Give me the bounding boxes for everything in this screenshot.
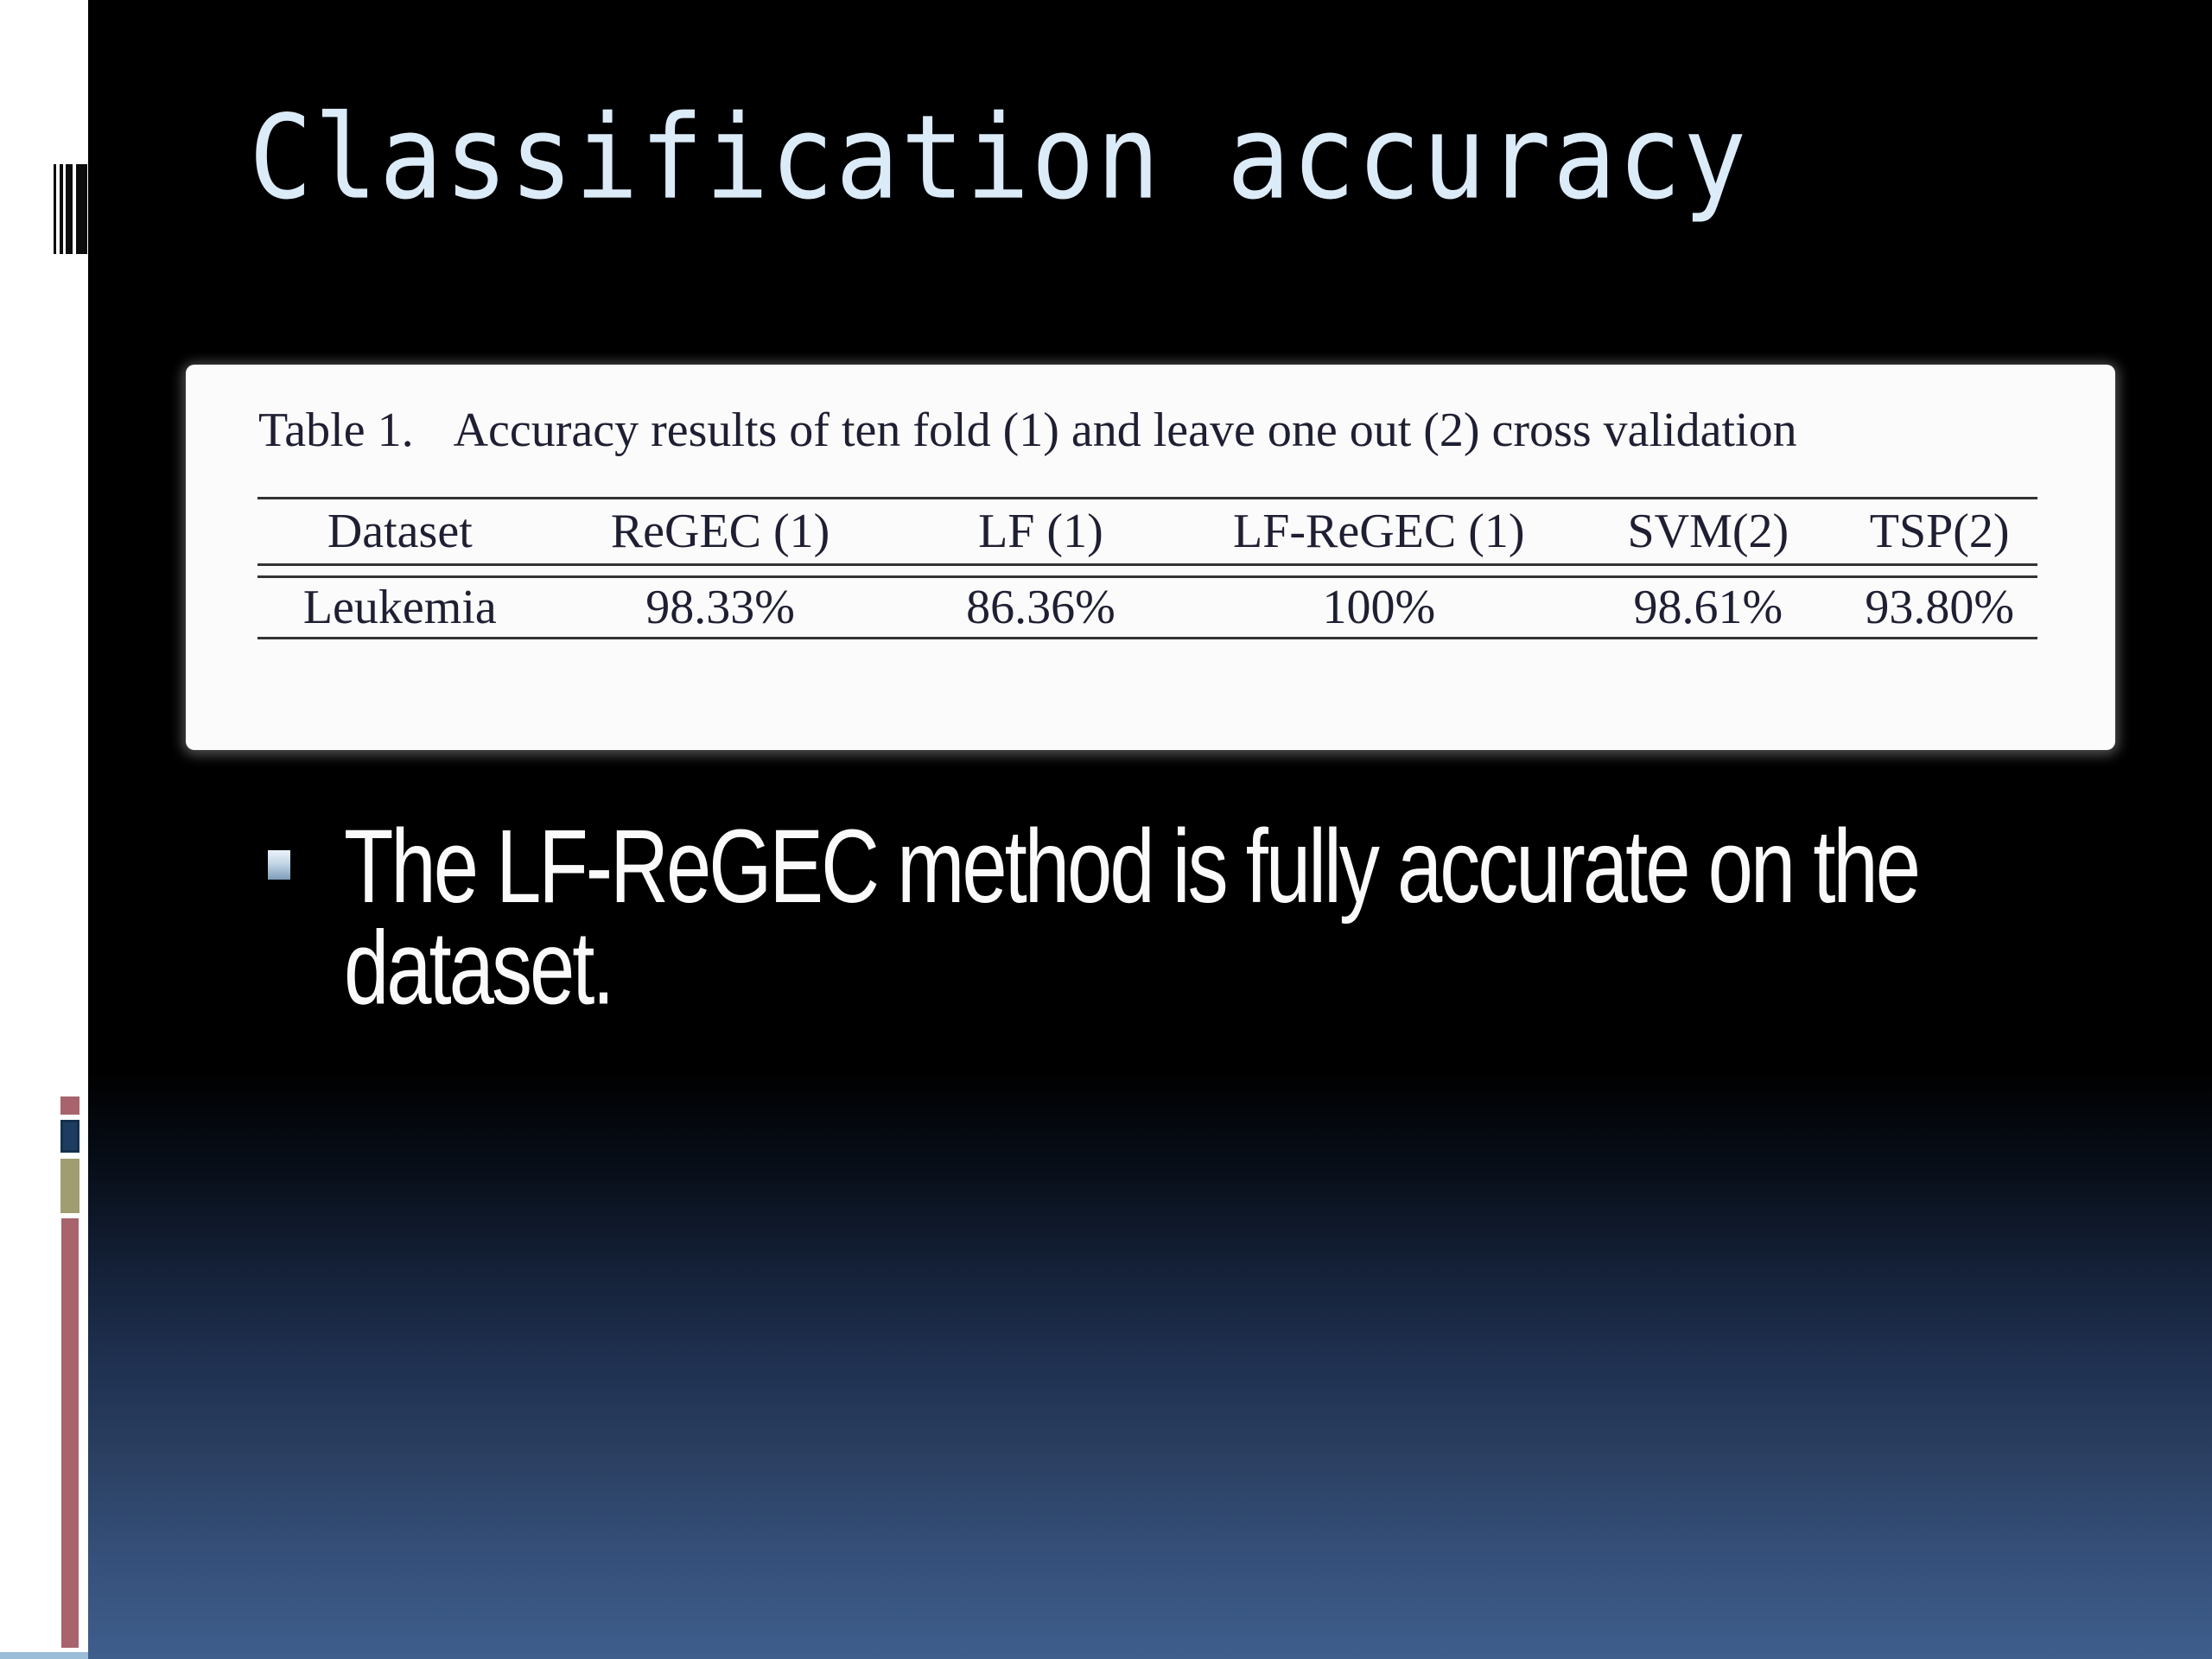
barcode-bar — [66, 164, 73, 254]
table-cell-svm: 98.61% — [1633, 581, 1783, 634]
table-cell-tsp: 93.80% — [1865, 581, 2014, 634]
table-header-row: Dataset ReGEC (1) LF (1) LF-ReGEC (1) SV… — [257, 499, 2037, 563]
table-row: Leukemia 98.33% 86.36% 100% 98.61% 93.80… — [257, 578, 2037, 637]
accent-bar-rose — [61, 1218, 79, 1648]
column-header: LF (1) — [978, 505, 1103, 558]
accent-block-navy — [60, 1120, 79, 1153]
bullet-line: dataset. — [344, 909, 614, 1027]
slide-title: Classification accuracy — [249, 90, 1749, 226]
accent-block-olive — [60, 1159, 79, 1213]
square-bullet-icon — [268, 850, 290, 880]
table-figure-panel: Table 1. Accuracy results of ten fold (1)… — [186, 365, 2115, 750]
barcode-bar — [54, 164, 56, 254]
column-header: TSP(2) — [1869, 505, 2010, 558]
sidebar-bottom-accent — [0, 1652, 88, 1659]
table-caption-text: Accuracy results of ten fold (1) and lea… — [453, 404, 1797, 457]
table-rule-mid-1 — [257, 563, 2037, 566]
barcode-bar — [76, 164, 87, 254]
table-rule-gap — [257, 566, 2037, 575]
column-header: LF-ReGEC (1) — [1233, 505, 1525, 558]
column-header: Dataset — [327, 505, 473, 558]
table-cell-dataset: Leukemia — [302, 581, 497, 634]
accent-block-rose — [60, 1096, 79, 1115]
table-rule-bottom — [257, 637, 2037, 639]
results-table: Dataset ReGEC (1) LF (1) LF-ReGEC (1) SV… — [257, 497, 2037, 639]
bullet-item: The LF-ReGEC method is fully accurate on… — [344, 808, 1921, 1027]
bullet-line: The LF-ReGEC method is fully accurate on… — [344, 808, 1921, 925]
column-header: SVM(2) — [1627, 505, 1789, 558]
column-header: ReGEC (1) — [610, 505, 830, 558]
table-caption-label: Table 1. — [258, 404, 414, 457]
table-rule-top — [257, 497, 2037, 499]
barcode-bar — [60, 164, 63, 254]
table-cell-lf-regec: 100% — [1322, 581, 1436, 634]
table-caption: Table 1. Accuracy results of ten fold (1)… — [258, 403, 2051, 458]
table-cell-lf: 86.36% — [966, 581, 1116, 634]
table-cell-regec: 98.33% — [645, 581, 795, 634]
table-rule-mid-2 — [257, 575, 2037, 578]
